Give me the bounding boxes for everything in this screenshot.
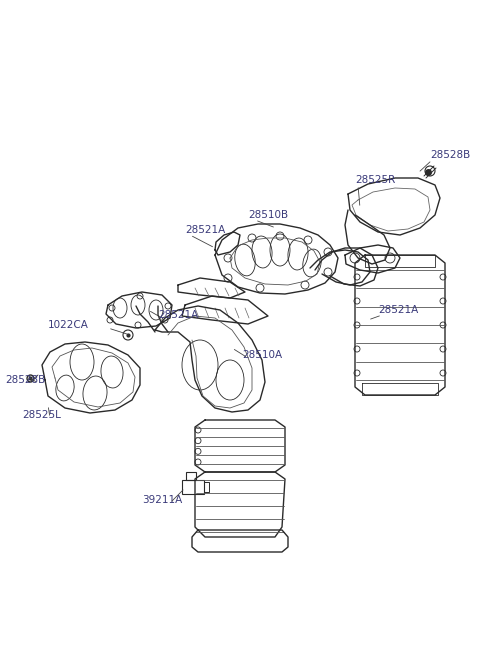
- Bar: [186, 472, 196, 480]
- Text: 28525R: 28525R: [355, 175, 395, 185]
- Text: 28521A: 28521A: [158, 310, 198, 320]
- Text: 28510B: 28510B: [248, 210, 288, 220]
- Text: 28521A: 28521A: [185, 225, 225, 235]
- Bar: [182, 480, 204, 494]
- Text: 39211A: 39211A: [142, 495, 182, 505]
- Text: 28528B: 28528B: [430, 150, 470, 160]
- Text: 28528B: 28528B: [5, 375, 45, 385]
- Text: 28510A: 28510A: [242, 350, 282, 360]
- Text: 1022CA: 1022CA: [48, 320, 89, 330]
- Text: 28525L: 28525L: [22, 410, 61, 420]
- Bar: [204, 482, 209, 492]
- Text: 28521A: 28521A: [378, 305, 418, 315]
